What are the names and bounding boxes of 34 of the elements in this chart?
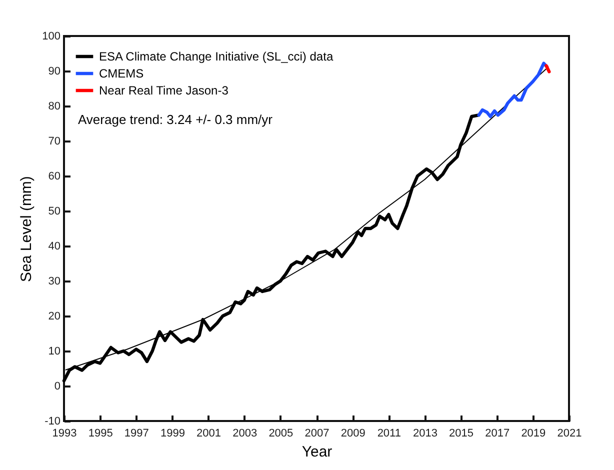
y-tick-label: 10: [48, 346, 60, 358]
y-tick-label: 30: [48, 276, 60, 288]
x-tick-label: 2009: [340, 428, 366, 440]
y-tick-label: 60: [48, 170, 60, 182]
x-tick-label: 2013: [412, 428, 438, 440]
x-tick-label: 2019: [521, 428, 546, 440]
x-tick-label: 2005: [268, 428, 294, 440]
y-tick-label: 80: [48, 100, 60, 112]
legend-label: CMEMS: [99, 66, 144, 80]
line-series: [477, 62, 549, 118]
legend-label: ESA Climate Change Initiative (SL_cci) data: [99, 50, 334, 64]
y-tick-label: 0: [54, 380, 60, 392]
x-tick-label: 2007: [304, 428, 330, 440]
y-tick-label: 40: [48, 240, 60, 252]
y-tick-label: 90: [48, 66, 60, 78]
x-tick-label: 2001: [196, 428, 222, 440]
x-tick-label: 1999: [160, 428, 185, 440]
y-tick-label: 50: [48, 206, 60, 218]
x-tick-label: 1997: [124, 428, 149, 440]
x-tick-label: 2021: [557, 428, 582, 440]
x-axis-title: Year: [302, 444, 332, 460]
x-tick-label: 2015: [449, 428, 474, 440]
y-tick-label: 100: [42, 30, 60, 42]
annotation: Average trend: 3.24 +/- 0.3 mm/yr: [78, 112, 274, 127]
x-tick-label: 1995: [88, 428, 113, 440]
y-axis-title: Sea Level (mm): [18, 176, 36, 282]
y-tick-label: 70: [48, 136, 60, 148]
x-tick-label: 2003: [232, 428, 258, 440]
y-tick-label: 20: [48, 310, 60, 322]
x-tick-label: 2017: [485, 428, 510, 440]
x-tick-label: 2011: [377, 428, 401, 440]
legend-label: Near Real Time Jason-3: [99, 84, 229, 98]
y-tick-label: -10: [44, 416, 60, 428]
x-tick-label: 1993: [52, 428, 77, 440]
